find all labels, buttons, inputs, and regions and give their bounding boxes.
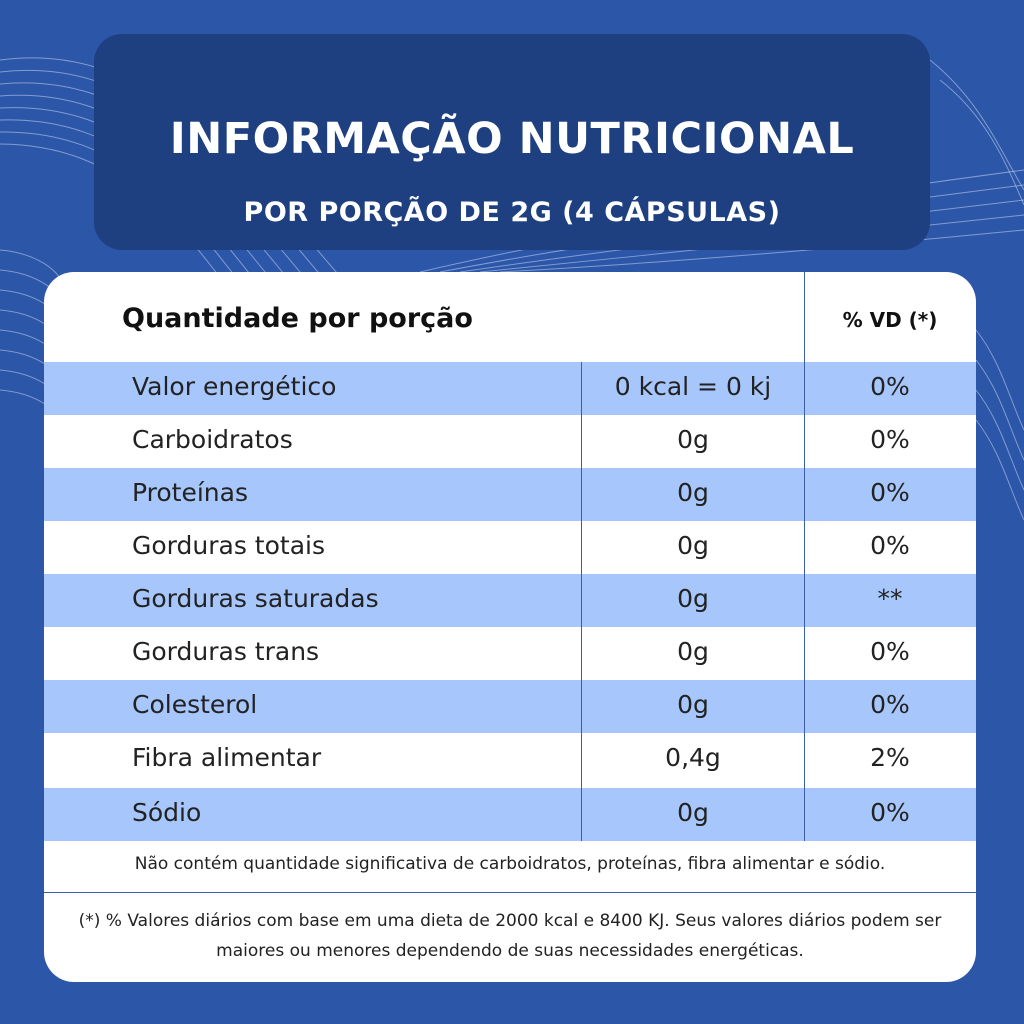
quantity-header: Quantidade por porção — [122, 303, 473, 334]
nutrient-name: Gorduras trans — [132, 637, 320, 666]
nutrient-amount: 0g — [677, 531, 709, 560]
table-row: Gorduras trans 0g 0% — [44, 627, 976, 680]
table-row: Valor energético 0 kcal = 0 kj 0% — [44, 362, 976, 415]
footnote-daily-values: (*) % Valores diários com base em uma di… — [78, 911, 942, 961]
footnote-not-significant: Não contém quantidade significativa de c… — [134, 854, 886, 874]
table-header: Quantidade por porção % VD (*) — [44, 272, 976, 362]
nutrient-amount: 0g — [677, 584, 709, 613]
nutrient-vd: 0% — [870, 531, 910, 560]
footnote-divider — [44, 892, 976, 893]
nutrient-vd: 2% — [870, 743, 910, 772]
nutrient-amount: 0g — [677, 798, 709, 827]
table-row: Proteínas 0g 0% — [44, 468, 976, 521]
table-row: Sódio 0g 0% — [44, 788, 976, 841]
nutrient-amount: 0g — [677, 425, 709, 454]
nutrient-amount: 0g — [677, 690, 709, 719]
nutrient-name: Proteínas — [132, 478, 248, 507]
nutrient-vd: 0% — [870, 690, 910, 719]
vd-header: % VD (*) — [842, 308, 938, 332]
nutrient-name: Colesterol — [132, 690, 258, 719]
nutrient-name: Fibra alimentar — [132, 743, 322, 772]
nutrient-vd: 0% — [870, 637, 910, 666]
table-row: Carboidratos 0g 0% — [44, 415, 976, 468]
table-row: Fibra alimentar 0,4g 2% — [44, 733, 976, 786]
nutrient-vd: 0% — [870, 798, 910, 827]
nutrient-amount: 0g — [677, 478, 709, 507]
nutrient-name: Sódio — [132, 798, 202, 827]
nutrient-name: Carboidratos — [132, 425, 293, 454]
nutrient-vd: 0% — [870, 478, 910, 507]
nutrient-amount: 0g — [677, 637, 709, 666]
title-panel: INFORMAÇÃO NUTRICIONAL POR PORÇÃO DE 2G … — [94, 34, 930, 250]
nutrient-name: Gorduras saturadas — [132, 584, 379, 613]
table-row: Gorduras totais 0g 0% — [44, 521, 976, 574]
table-row: Colesterol 0g 0% — [44, 680, 976, 733]
nutrient-amount: 0,4g — [665, 743, 721, 772]
nutrient-vd: 0% — [870, 372, 910, 401]
nutrition-table-card: Quantidade por porção % VD (*) Valor ene… — [44, 272, 976, 982]
nutrient-name: Gorduras totais — [132, 531, 325, 560]
column-divider-amount — [581, 362, 582, 841]
nutrient-name: Valor energético — [132, 372, 337, 401]
nutrient-vd: ** — [877, 584, 903, 613]
column-divider-vd — [804, 272, 805, 841]
table-row: Gorduras saturadas 0g ** — [44, 574, 976, 627]
nutrient-vd: 0% — [870, 425, 910, 454]
serving-subtitle: POR PORÇÃO DE 2G (4 CÁPSULAS) — [243, 197, 781, 228]
nutrient-amount: 0 kcal = 0 kj — [614, 372, 772, 401]
page-title: INFORMAÇÃO NUTRICIONAL — [169, 114, 855, 164]
